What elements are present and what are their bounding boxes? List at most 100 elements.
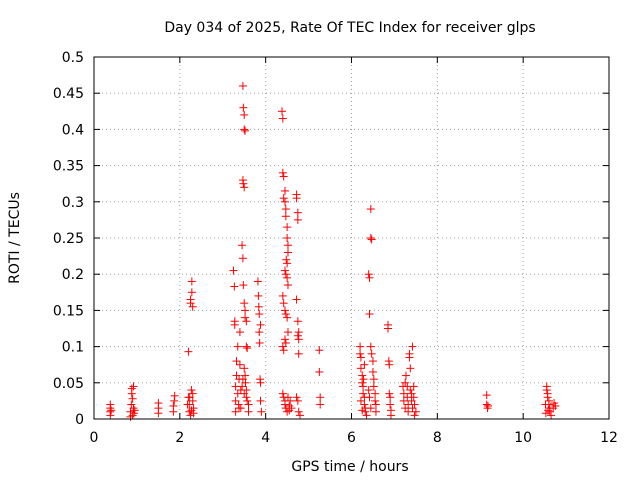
y-tick-label: 0.1 [62,340,84,356]
data-point [238,254,247,263]
data-point [385,360,394,369]
data-point [315,346,324,355]
data-point [240,183,249,192]
data-point [281,310,290,319]
data-point [230,320,239,329]
data-point [256,378,265,387]
data-point [369,382,378,391]
data-point [128,394,137,403]
data-point [541,409,550,418]
data-point [184,393,193,402]
data-point [244,407,253,416]
x-tick-label: 12 [600,430,618,446]
data-point [242,393,251,402]
data-point [407,389,416,398]
data-point [279,194,288,203]
data-point [280,266,289,275]
data-point [356,342,365,351]
data-point [404,407,413,416]
data-point [170,391,179,400]
data-point [187,288,196,297]
data-point [255,310,264,319]
data-point [188,396,197,405]
plot-area-border [93,56,610,420]
data-point [230,282,239,291]
data-point [541,400,550,409]
data-point [386,411,395,420]
data-point [545,407,554,416]
data-point [241,306,250,315]
data-point [241,371,250,380]
data-point [255,328,264,337]
data-point [253,277,262,286]
data-point [241,126,250,135]
data-point [106,400,115,409]
data-point [235,328,244,337]
data-point [283,393,292,402]
data-point [409,393,418,402]
data-point [358,406,367,415]
data-point [371,407,380,416]
data-point [188,389,197,398]
data-point [184,347,193,356]
y-axis-title: ROTI / TECUs [7,192,23,284]
data-point [292,295,301,304]
data-point [359,375,368,384]
chart-title: Day 034 of 2025, Rate Of TEC Index for r… [164,20,535,36]
data-point [408,404,417,413]
data-point [278,114,287,123]
data-point [356,364,365,373]
x-tick-labels: 0 2 4 6 8 10 12 [90,430,618,446]
data-point [239,179,248,188]
data-point [482,400,491,409]
data-point [542,386,551,395]
data-point [411,407,420,416]
y-tick-label: 0.35 [53,159,84,175]
data-point [283,241,292,250]
data-point [293,396,302,405]
data-point [242,386,251,395]
data-point [278,291,287,300]
data-point [188,302,197,311]
data-point [483,401,492,410]
data-point [129,382,138,391]
data-point [547,411,556,420]
data-point [409,382,418,391]
data-point [279,172,288,181]
x-tick-label: 0 [90,430,99,446]
data-point [406,364,415,373]
data-point [386,393,395,402]
data-point [286,396,295,405]
y-tick-label: 0.4 [62,122,84,138]
y-tick-label: 0.2 [62,267,84,283]
data-point [130,406,139,415]
data-point [187,277,196,286]
data-point [386,400,395,409]
data-point [371,396,380,405]
y-tick-label: 0 [75,412,84,428]
y-tick-label: 0.15 [53,303,84,319]
data-point [292,393,301,402]
x-axis-title: GPS time / hours [291,459,408,475]
data-point [281,270,290,279]
x-tick-label: 4 [261,430,270,446]
data-point [231,407,240,416]
data-point [385,389,394,398]
data-point [315,367,324,376]
data-point [254,291,263,300]
data-point [238,382,247,391]
data-point [356,349,365,358]
data-point [365,310,374,319]
x-tick-label: 8 [433,430,442,446]
data-point [254,302,263,311]
data-point [406,386,415,395]
data-point [187,386,196,395]
data-point [365,393,374,402]
data-point [283,223,292,232]
data-point [280,186,289,195]
data-point [189,409,198,418]
data-point [366,205,375,214]
data-point [283,234,292,242]
data-point [185,407,194,416]
